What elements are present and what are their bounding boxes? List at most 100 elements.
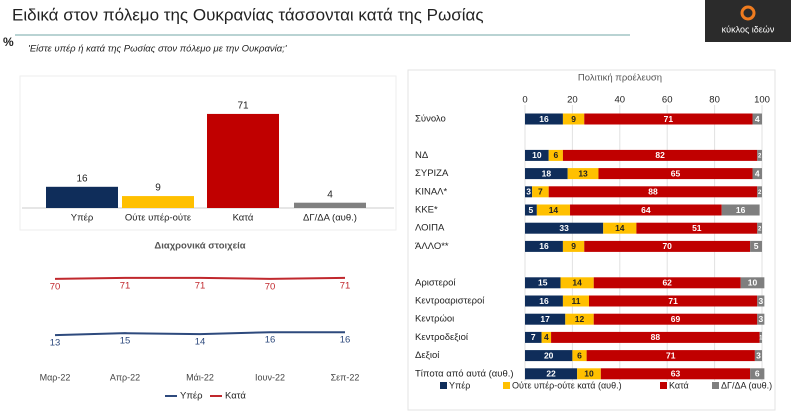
y-tick-label: Σύνολο (415, 114, 446, 125)
value-label: 3 (526, 187, 531, 197)
bar-segment (752, 113, 762, 125)
bar-segment (565, 313, 594, 325)
value-label: 4 (755, 168, 760, 178)
value-label: 71 (668, 296, 678, 306)
bar-segment (562, 113, 585, 125)
y-tick-label: Κεντρώοι (415, 314, 454, 325)
y-tick-label: ΛΟΙΠΑ (415, 223, 445, 234)
value-label: 10 (748, 278, 758, 288)
x-tick-label: 20 (567, 95, 578, 106)
bar-segment (603, 222, 637, 234)
bar-segment (548, 149, 563, 161)
unit: % (3, 35, 14, 49)
value-label: 6 (553, 150, 558, 160)
bar-segment (757, 295, 765, 307)
legend-label: Υπέρ (449, 380, 470, 390)
y-tick-label: ΚΙΝΑΛ* (415, 186, 448, 197)
bar-segment (525, 277, 561, 289)
value-label: 71 (666, 350, 676, 360)
value-label: 16 (539, 241, 549, 251)
bar-segment (588, 295, 758, 307)
legend-label: Ούτε υπέρ-ούτε κατά (αυθ.) (512, 380, 622, 390)
value-label: 33 (559, 223, 569, 233)
value-label: 9 (571, 114, 576, 124)
value-label: 5 (529, 205, 534, 215)
value-label: 4 (755, 114, 760, 124)
value-label: 5 (754, 241, 759, 251)
x-tick-label: Ούτε υπέρ-ούτε (125, 213, 192, 224)
value-label: 7 (538, 187, 543, 197)
bar-segment (598, 168, 753, 180)
value-label: 16 (265, 335, 276, 346)
value-label: 16 (539, 296, 549, 306)
bar-segment (572, 350, 587, 362)
value-label: 71 (195, 280, 206, 291)
series-line (54, 276, 346, 280)
bar-segment (525, 186, 533, 198)
bar-segment (562, 149, 758, 161)
chart-title: Διαχρονικά στοιχεία (154, 241, 245, 252)
legend-swatch (503, 382, 510, 389)
y-tick-label: ΚΚΕ* (415, 205, 438, 216)
x-tick-label: 100 (754, 95, 770, 106)
bar-segment (570, 204, 722, 216)
value-label: 2 (758, 226, 762, 232)
value-label: 12 (575, 314, 585, 324)
x-tick-label: Ιουν-22 (255, 372, 285, 382)
bar-segment (636, 222, 758, 234)
value-label: 14 (195, 337, 206, 348)
y-tick-label: Τίποτα από αυτά (αυθ.) (415, 368, 514, 379)
bar-segment (757, 222, 762, 234)
x-tick-label: 80 (709, 95, 720, 106)
bar (207, 113, 279, 208)
value-label: 3 (756, 350, 761, 360)
bar-segment (525, 222, 604, 234)
y-tick-label: ΝΔ (415, 150, 429, 161)
value-label: 62 (662, 278, 672, 288)
value-label: 4 (327, 189, 333, 200)
x-tick-label: Κατά (233, 213, 254, 224)
bar-segment (750, 240, 762, 252)
legend-label: Κατά (225, 391, 246, 402)
value-label: 3 (758, 314, 763, 324)
legend-label: Υπέρ (180, 391, 203, 402)
bar-segment (525, 168, 568, 180)
value-label: 82 (655, 150, 665, 160)
value-label: 2 (758, 190, 762, 196)
value-label: 9 (155, 183, 161, 194)
bar-segment (757, 313, 765, 325)
value-label: 10 (532, 150, 542, 160)
x-tick-label: Μάι-22 (186, 372, 214, 382)
bar-segment (548, 186, 758, 198)
value-label: 63 (671, 369, 681, 379)
bar-segment (584, 240, 751, 252)
bar-segment (525, 350, 573, 362)
y-tick-label: Κεντροαριστεροί (415, 296, 485, 307)
value-label: 88 (651, 332, 661, 342)
bar-segment (525, 204, 537, 216)
value-label: 18 (542, 168, 552, 178)
bar-segment (567, 168, 599, 180)
y-tick-label: ΆΛΛΟ** (415, 241, 449, 252)
bar-segment (525, 368, 578, 380)
bar-segment (536, 204, 571, 216)
value-label: 71 (664, 114, 674, 124)
bar-segment (532, 186, 549, 198)
x-tick-label: Μαρ-22 (40, 372, 71, 382)
bar-segment (541, 331, 552, 343)
bar-segment (525, 240, 563, 252)
value-label: 10 (584, 369, 594, 379)
value-label: 16 (736, 205, 746, 215)
value-label: 69 (671, 314, 681, 324)
value-label: 16 (539, 114, 549, 124)
y-tick-label: Κεντροδεξιοί (415, 332, 469, 343)
legend-label: Κατά (669, 380, 689, 390)
bar-segment (757, 149, 762, 161)
bar (294, 202, 366, 208)
value-label: 22 (546, 369, 556, 379)
question: 'Είστε υπέρ ή κατά της Ρωσίας στον πόλεμ… (28, 44, 288, 55)
bar-segment (750, 368, 765, 380)
value-label: 20 (544, 350, 554, 360)
